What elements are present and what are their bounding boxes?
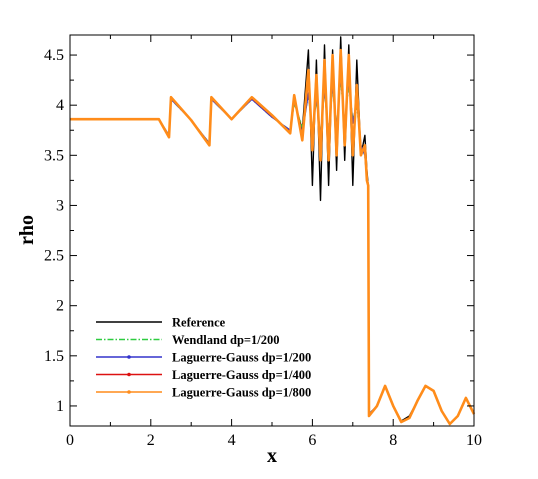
legend-marker-5: [127, 390, 131, 394]
x-axis-title: x: [267, 445, 277, 467]
legend-label-5: Laguerre-Gauss dp=1/800: [172, 386, 311, 400]
y-tick-label-4: 2.5: [44, 248, 64, 265]
legend-marker-3: [127, 355, 131, 359]
y-axis-title: rho: [16, 215, 38, 245]
x-tick-label-3: 4: [228, 432, 236, 449]
x-tick-label-1: 0: [66, 432, 74, 449]
legend: Reference Wendland dp=1/200 Laguerre-Gauss…: [96, 316, 311, 400]
y-tick-label-1: 1: [56, 398, 64, 415]
series-layer: [70, 36, 476, 426]
y-tick-label-6: 3.5: [44, 147, 64, 164]
y-tick-label-8: 4.5: [44, 47, 64, 64]
y-tick-label-7: 4: [56, 97, 64, 114]
ticks-layer: 0 2 4 6 8 10 1 1.5 2 2.5 3 3.5 4 4.5: [44, 35, 482, 449]
y-tick-label-3: 2: [56, 298, 64, 315]
legend-label-2: Wendland dp=1/200: [172, 333, 280, 347]
y-tick-label-5: 3: [56, 197, 64, 214]
series-line-5: [70, 48, 476, 426]
x-tick-label-6: 10: [466, 432, 482, 449]
legend-marker-4: [127, 372, 131, 377]
legend-label-4: Laguerre-Gauss dp=1/400: [172, 368, 311, 382]
y-tick-label-2: 1.5: [44, 348, 64, 365]
legend-label-1: Reference: [172, 316, 226, 330]
x-tick-label-4: 6: [308, 432, 316, 449]
x-tick-label-5: 8: [389, 432, 397, 449]
legend-label-3: Laguerre-Gauss dp=1/200: [172, 351, 311, 365]
x-tick-label-2: 2: [147, 432, 155, 449]
